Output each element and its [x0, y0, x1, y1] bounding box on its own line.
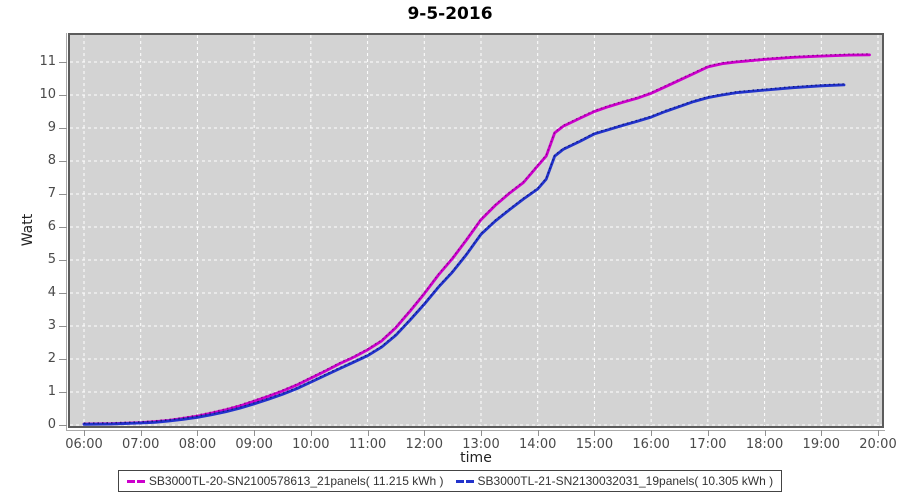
x-tick-label: 18:00	[745, 437, 784, 452]
x-tick-label: 14:00	[518, 437, 557, 452]
y-tick-label: 7	[47, 186, 56, 201]
y-tick-mark	[59, 62, 67, 63]
y-tick-mark	[59, 227, 67, 228]
x-tick-mark	[424, 430, 426, 436]
y-tick-label: 4	[47, 285, 56, 300]
x-tick-mark	[197, 430, 199, 436]
y-tick-label: 8	[47, 153, 56, 168]
x-tick-label: 20:00	[859, 437, 897, 452]
y-tick-label: 1	[47, 384, 56, 399]
x-tick-mark	[594, 430, 596, 436]
y-tick-mark	[59, 326, 67, 327]
x-axis-title: time	[460, 450, 492, 466]
x-tick-label: 12:00	[405, 437, 444, 452]
series-dots-1	[83, 83, 845, 424]
y-tick-mark	[59, 425, 67, 426]
x-tick-label: 07:00	[121, 437, 160, 452]
legend-entry-0: SB3000TL-20-SN2100578613_21panels( 11.21…	[126, 474, 444, 488]
x-tick-mark	[877, 430, 879, 436]
y-tick-label: 6	[47, 219, 56, 234]
y-tick-mark	[59, 359, 67, 360]
y-tick-label: 11	[39, 54, 56, 69]
legend-line-icon	[455, 479, 474, 483]
x-tick-label: 11:00	[348, 437, 387, 452]
legend-line-segment	[136, 479, 145, 483]
x-tick-label: 19:00	[802, 437, 841, 452]
legend-line-segment	[465, 479, 474, 483]
x-tick-label: 08:00	[178, 437, 217, 452]
x-tick-mark	[821, 430, 823, 436]
x-tick-label: 17:00	[689, 437, 727, 452]
x-tick-mark	[651, 430, 653, 436]
series-line-1	[82, 83, 846, 426]
legend-line-segment	[126, 479, 135, 483]
chart-title: 9-5-2016	[407, 4, 493, 24]
x-tick-label: 09:00	[235, 437, 273, 452]
y-axis-line	[66, 33, 67, 431]
x-tick-mark	[140, 430, 142, 436]
y-tick-label: 3	[47, 318, 56, 333]
x-tick-mark	[84, 430, 85, 436]
x-tick-mark	[310, 430, 312, 436]
x-tick-label: 13:00	[462, 437, 500, 452]
y-tick-label: 9	[47, 120, 56, 135]
y-tick-mark	[59, 128, 67, 129]
x-tick-mark	[764, 430, 766, 436]
y-tick-mark	[59, 194, 67, 195]
y-tick-label: 5	[47, 252, 56, 267]
y-tick-mark	[59, 95, 67, 96]
plot-area	[68, 33, 884, 428]
x-tick-mark	[537, 430, 539, 436]
series-dots-0	[83, 53, 870, 424]
x-tick-mark	[480, 430, 482, 436]
legend-box: SB3000TL-20-SN2100578613_21panels( 11.21…	[117, 470, 783, 492]
y-tick-mark	[59, 392, 67, 393]
plot-svg	[70, 35, 882, 426]
legend-label: SB3000TL-21-SN2130032031_19panels( 10.30…	[477, 474, 774, 488]
x-axis-line	[66, 430, 885, 431]
x-tick-mark	[367, 430, 369, 436]
legend-row: SB3000TL-20-SN2100578613_21panels( 11.21…	[0, 470, 900, 492]
y-tick-mark	[59, 293, 67, 294]
legend-label: SB3000TL-20-SN2100578613_21panels( 11.21…	[148, 474, 444, 488]
y-tick-label: 10	[39, 87, 56, 102]
legend-line-icon	[126, 479, 145, 483]
x-tick-mark	[707, 430, 709, 436]
y-tick-label: 0	[47, 417, 56, 432]
x-tick-label: 16:00	[632, 437, 670, 452]
legend-line-segment	[455, 479, 464, 483]
y-tick-mark	[59, 260, 67, 261]
y-tick-mark	[59, 161, 67, 162]
x-tick-label: 10:00	[292, 437, 330, 452]
x-tick-mark	[254, 430, 256, 436]
x-tick-label: 06:00	[65, 437, 103, 452]
x-tick-label: 15:00	[575, 437, 614, 452]
legend-entry-1: SB3000TL-21-SN2130032031_19panels( 10.30…	[455, 474, 774, 488]
y-tick-label: 2	[47, 351, 56, 366]
